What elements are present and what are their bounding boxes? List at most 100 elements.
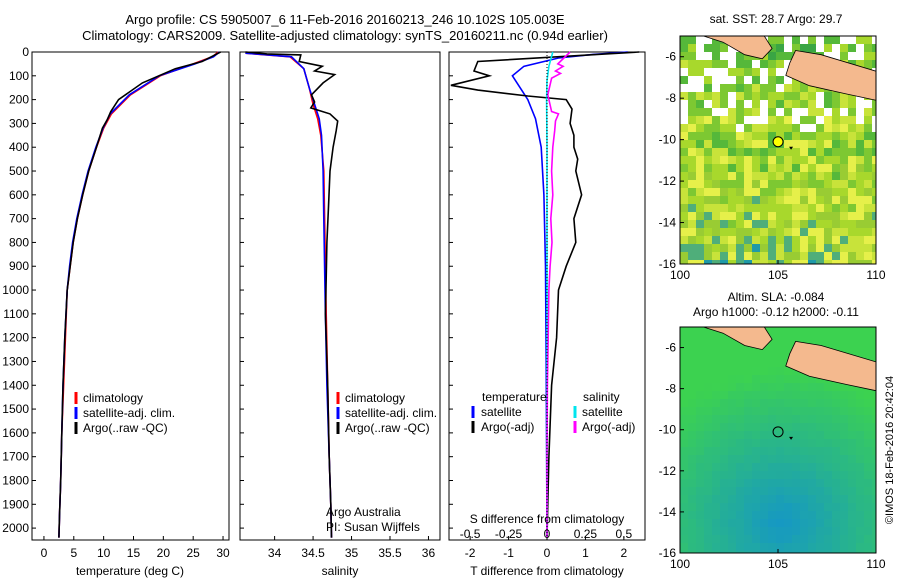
- map-cell: [712, 367, 720, 375]
- map-cell: [840, 503, 848, 511]
- map-cell: [824, 407, 832, 415]
- map-cell: [856, 551, 864, 553]
- map-cell: [744, 108, 752, 116]
- map-cell: [872, 495, 876, 503]
- temperature-panel-frame: [31, 51, 230, 541]
- x-tick-label: 10: [97, 546, 111, 560]
- map-cell: [768, 204, 776, 212]
- float-position-marker: [772, 136, 784, 148]
- map-cell: [744, 399, 752, 407]
- map-cell: [792, 124, 800, 132]
- map-cell: [872, 535, 876, 543]
- map-cell: [800, 503, 808, 511]
- map-cell: [800, 495, 808, 503]
- map-cell: [768, 359, 776, 367]
- map-cell: [744, 92, 752, 100]
- map-cell: [704, 92, 712, 100]
- map-cell: [744, 503, 752, 511]
- map-cell: [832, 204, 840, 212]
- map-cell: [808, 84, 816, 92]
- map-cell: [808, 220, 816, 228]
- map-cell: [824, 439, 832, 447]
- map-cell: [856, 351, 864, 359]
- map-cell: [760, 252, 768, 260]
- s-tick-label: 0: [544, 527, 551, 541]
- map-cell: [736, 343, 744, 351]
- map-cell: [872, 327, 876, 335]
- annotation-pi: PI: Susan Wijffels: [326, 520, 420, 534]
- map-cell: [720, 228, 728, 236]
- map-cell: [776, 92, 784, 100]
- map-cell: [696, 343, 704, 351]
- map-cell: [760, 439, 768, 447]
- map-cell: [792, 116, 800, 124]
- map-cell: [808, 164, 816, 172]
- map-cell: [752, 132, 760, 140]
- map-cell: [808, 180, 816, 188]
- map-cell: [760, 423, 768, 431]
- map-cell: [712, 439, 720, 447]
- map-cell: [696, 551, 704, 553]
- map-cell: [752, 519, 760, 527]
- map-cell: [736, 228, 744, 236]
- map-cell: [712, 60, 720, 68]
- map-cell: [784, 543, 792, 551]
- map-cell: [872, 551, 876, 553]
- map-cell: [760, 367, 768, 375]
- map-cell: [864, 439, 872, 447]
- map-cell: [760, 471, 768, 479]
- map-cell: [840, 399, 848, 407]
- map-cell: [760, 431, 768, 439]
- map-cell: [728, 196, 736, 204]
- map-cell: [832, 36, 840, 44]
- map-cell: [704, 228, 712, 236]
- map-cell: [864, 495, 872, 503]
- map-cell: [784, 132, 792, 140]
- map-cell: [688, 204, 696, 212]
- map-cell: [872, 204, 876, 212]
- map-cell: [704, 511, 712, 519]
- map-cell: [680, 124, 688, 132]
- map-cell: [856, 244, 864, 252]
- map-cell: [832, 415, 840, 423]
- map-cell: [760, 399, 768, 407]
- map-cell: [720, 52, 728, 60]
- map-cell: [680, 116, 688, 124]
- map-cell: [832, 228, 840, 236]
- map-cell: [760, 212, 768, 220]
- map-cell: [704, 399, 712, 407]
- map-cell: [856, 479, 864, 487]
- y-tick-label: 200: [9, 93, 29, 107]
- map-cell: [760, 487, 768, 495]
- map-cell: [784, 495, 792, 503]
- map-cell: [784, 220, 792, 228]
- map-cell: [736, 407, 744, 415]
- map-cell: [744, 156, 752, 164]
- map-cell: [808, 375, 816, 383]
- map-cell: [728, 116, 736, 124]
- map-cell: [776, 196, 784, 204]
- map-cell: [712, 447, 720, 455]
- map-cell: [704, 164, 712, 172]
- map-cell: [784, 100, 792, 108]
- x-tick-label: 34: [268, 546, 282, 560]
- map-cell: [752, 511, 760, 519]
- map-cell: [800, 399, 808, 407]
- map-cell: [776, 44, 784, 52]
- map-cell: [864, 60, 872, 68]
- map-cell: [784, 375, 792, 383]
- map-cell: [688, 156, 696, 164]
- map-cell: [832, 399, 840, 407]
- map-cell: [680, 335, 688, 343]
- map-cell: [680, 100, 688, 108]
- map-cell: [808, 204, 816, 212]
- map-cell: [776, 487, 784, 495]
- map-cell: [824, 236, 832, 244]
- map-cell: [800, 204, 808, 212]
- map-cell: [816, 116, 824, 124]
- map-cell: [784, 463, 792, 471]
- map-cell: [824, 196, 832, 204]
- map-cell: [824, 116, 832, 124]
- map-cell: [784, 108, 792, 116]
- map-cell: [712, 551, 720, 553]
